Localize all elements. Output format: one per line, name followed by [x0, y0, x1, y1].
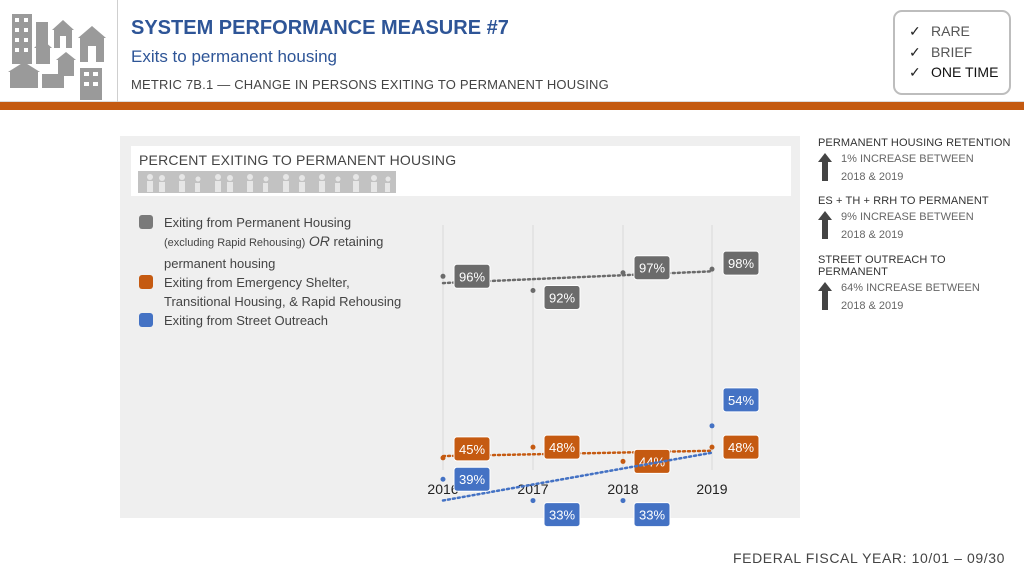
up-arrow-icon [818, 211, 832, 239]
data-point [440, 273, 446, 279]
checklist-item-brief: ✓ BRIEF [909, 42, 1009, 63]
data-point [440, 455, 446, 461]
data-label-box [543, 502, 581, 528]
data-label: 48% [728, 440, 754, 455]
data-label-box [543, 434, 581, 460]
buildings-icon [8, 14, 106, 100]
data-label: 97% [639, 261, 665, 276]
data-point [709, 423, 715, 429]
data-label: 33% [639, 508, 665, 523]
data-point [620, 498, 626, 504]
data-label: 45% [459, 442, 485, 457]
data-label: 92% [549, 291, 575, 306]
data-label: 48% [549, 440, 575, 455]
stat-line: 2018 & 2019 [841, 170, 904, 183]
header-accent-bar [0, 102, 1024, 110]
legend-item-blue: Exiting from Street Outreach [139, 311, 439, 330]
up-arrow-icon [818, 153, 832, 181]
data-label-box [722, 387, 760, 413]
data-label-box [543, 285, 581, 311]
stat-line: 1% INCREASE BETWEEN [841, 153, 974, 165]
header: SYSTEM PERFORMANCE MEASURE #7 Exits to p… [0, 0, 1024, 102]
fiscal-year-footer: FEDERAL FISCAL YEAR: 10/01 – 09/30 [733, 550, 1006, 566]
people-icon [147, 174, 391, 192]
people-icon-strip [138, 171, 396, 193]
stat-title: PERMANENT HOUSING RETENTION [818, 137, 1011, 149]
data-point [709, 266, 715, 272]
stat-es-th-rrh: ES + TH + RRH TO PERMANENT 9% INCREASE B… [818, 195, 1018, 244]
checklist-item-one-time: ✓ ONE TIME [909, 62, 1009, 83]
data-label-box [633, 502, 671, 528]
data-label-box [722, 250, 760, 276]
stat-title: STREET OUTREACH TO PERMANENT [818, 254, 946, 278]
data-label-box [722, 434, 760, 460]
data-label: 96% [459, 269, 485, 284]
x-tick-label: 2018 [607, 481, 638, 497]
data-label-box [453, 436, 491, 462]
stat-permanent-retention: PERMANENT HOUSING RETENTION 1% INCREASE … [818, 137, 1018, 186]
check-icon: ✓ [909, 64, 921, 80]
legend-swatch-orange [139, 274, 153, 289]
data-label-box [453, 466, 491, 492]
chart-title: PERCENT EXITING TO PERMANENT HOUSING [139, 152, 457, 168]
legend-item-orange: Exiting from Emergency Shelter, Transiti… [139, 273, 439, 312]
legend-item-gray: Exiting from Permanent Housing (excludin… [139, 213, 439, 273]
data-label: 98% [728, 256, 754, 271]
data-label: 39% [459, 472, 485, 487]
data-point [440, 476, 446, 482]
legend-swatch-gray [139, 215, 153, 229]
x-tick-label: 2017 [517, 481, 548, 497]
data-point [620, 270, 626, 276]
checklist-item-rare: ✓ RARE [909, 21, 1009, 42]
data-label-box [453, 263, 491, 289]
x-tick-label: 2016 [427, 481, 458, 497]
data-label: 33% [549, 508, 575, 523]
up-arrow-icon [818, 282, 832, 310]
stat-street-outreach: STREET OUTREACH TO PERMANENT 64% INCREAS… [818, 254, 1018, 315]
data-label-box [633, 448, 671, 474]
data-point [620, 458, 626, 464]
trendline-series-3 [441, 451, 714, 502]
data-label-box [633, 255, 671, 281]
data-point [530, 498, 536, 504]
page-title: SYSTEM PERFORMANCE MEASURE #7 [131, 17, 509, 39]
data-point [530, 288, 536, 294]
page-subtitle: Exits to permanent housing [131, 47, 338, 66]
stat-line: 2018 & 2019 [841, 299, 904, 312]
x-tick-label: 2019 [696, 481, 727, 497]
data-point [530, 444, 536, 450]
stat-line: 9% INCREASE BETWEEN [841, 211, 974, 223]
data-point [709, 444, 715, 450]
housing-logo [0, 0, 118, 102]
stat-line: 64% INCREASE BETWEEN [841, 282, 980, 294]
check-icon: ✓ [909, 43, 921, 60]
stat-title: ES + TH + RRH TO PERMANENT [818, 195, 989, 207]
stat-line: 2018 & 2019 [841, 228, 904, 241]
legend-swatch-blue [139, 313, 153, 328]
chart-legend: Exiting from Permanent Housing (excludin… [139, 213, 439, 331]
metric-label: METRIC 7B.1 — CHANGE IN PERSONS EXITING … [131, 77, 609, 92]
check-icon: ✓ [909, 23, 921, 39]
data-label: 54% [728, 393, 754, 408]
goals-checklist: ✓ RARE ✓ BRIEF ✓ ONE TIME [893, 10, 1011, 95]
